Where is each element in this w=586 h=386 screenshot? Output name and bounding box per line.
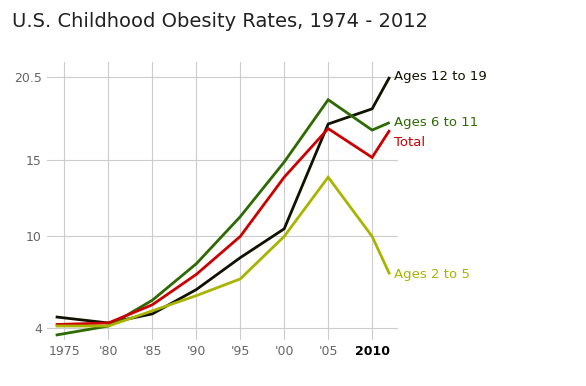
Text: U.S. Childhood Obesity Rates, 1974 - 2012: U.S. Childhood Obesity Rates, 1974 - 201… bbox=[12, 12, 428, 30]
Text: Total: Total bbox=[394, 136, 425, 149]
Text: Ages 12 to 19: Ages 12 to 19 bbox=[394, 71, 487, 83]
Text: Ages 6 to 11: Ages 6 to 11 bbox=[394, 116, 478, 129]
Text: Ages 2 to 5: Ages 2 to 5 bbox=[394, 268, 470, 281]
